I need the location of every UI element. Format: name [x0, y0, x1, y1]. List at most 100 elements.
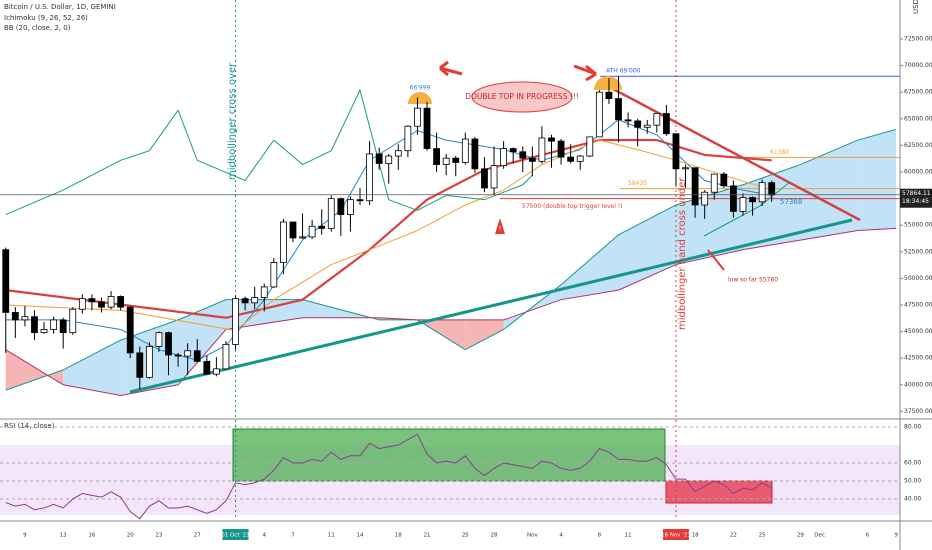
cloud-segment [178, 299, 226, 385]
x-tick-label: 8 [598, 533, 602, 539]
candle-body [490, 165, 498, 189]
wedge [703, 181, 791, 237]
low-label: low so far 55760 [728, 277, 778, 284]
x-tick-label: 16 Nov '21 [661, 533, 691, 539]
candle-body [212, 368, 220, 375]
candle-body [442, 157, 450, 165]
candle-body [394, 150, 402, 157]
candle-body [720, 173, 728, 187]
top-marker [594, 76, 622, 90]
x-tick-label: 25 [462, 533, 469, 539]
candle-body [433, 148, 440, 165]
arrow [573, 64, 597, 82]
candle-body [270, 262, 278, 288]
indicator-label: Ichimoku (9, 26, 52, 26) [4, 14, 88, 22]
rsi-bear-zone [665, 480, 773, 504]
y-tick-label: 47500.00 [904, 302, 932, 309]
candle-body [682, 167, 689, 170]
candle-body [567, 156, 575, 162]
x-tick-label: 01 Oct '21 [221, 533, 250, 539]
candle-body [452, 157, 460, 163]
cloud-segment [465, 319, 504, 350]
price-badge [900, 188, 932, 208]
x-tick-label: 11 [625, 533, 632, 539]
candle-body [280, 221, 287, 263]
x-tick-label: 7 [291, 533, 295, 539]
y-tick-label: 37500.00 [904, 408, 932, 415]
candle-body [232, 298, 239, 345]
candle-body [145, 346, 153, 378]
indicator-line [5, 88, 533, 216]
x-tick-label: Dec [814, 533, 825, 539]
y-tick-label: 55000.00 [904, 222, 932, 229]
rsi-tick-label: 50.00 [904, 477, 921, 484]
cloud-segment [800, 140, 858, 241]
candle-body [739, 197, 747, 212]
x-tick-label: 4 [559, 533, 563, 539]
y-tick-label: 72500.00 [904, 35, 932, 42]
cloud-segment [63, 340, 121, 396]
candle-body [40, 329, 48, 334]
candle-body [78, 298, 86, 310]
x-tick-label: 16 [88, 533, 95, 539]
candle-body [337, 198, 345, 215]
x-tick-label: 27 [194, 533, 201, 539]
top-marker [408, 92, 432, 104]
candle-body [691, 167, 699, 206]
candle-body [672, 133, 680, 170]
x-tick-label: 29 [797, 533, 804, 539]
candle-body [251, 297, 259, 304]
cloud-segment [618, 204, 676, 291]
rsi-bull-zone [232, 428, 666, 482]
candle-body [461, 138, 469, 163]
y-tick-label: 42500.00 [904, 355, 932, 362]
candle-body [749, 197, 756, 203]
candle-body [500, 148, 508, 167]
callout [471, 81, 573, 113]
indicator-label: BB (20, close, 2, 0) [4, 24, 71, 32]
candle-body [385, 155, 393, 164]
x-tick-label: 11 [328, 533, 335, 539]
candle-body [366, 153, 373, 202]
vertical-note: midbollinger cross over [227, 62, 238, 180]
candle-body [241, 298, 249, 304]
candle-body [481, 168, 488, 189]
y-tick-label: 60000.00 [904, 168, 932, 175]
candle-body [615, 98, 622, 121]
candle-body [117, 296, 125, 308]
candle-body [356, 199, 364, 202]
rsi-title: RSI (14, close) [4, 422, 55, 430]
arrow [707, 249, 725, 271]
clock: 18:34:45 [902, 198, 929, 205]
rsi-tick-label: 40.00 [904, 495, 921, 502]
candle-body [88, 298, 96, 303]
candle-body [662, 113, 670, 135]
x-tick-label: 14 [357, 533, 364, 539]
candle-body [576, 155, 584, 162]
y-tick-label: 50000.00 [904, 275, 932, 282]
candle-body [31, 316, 38, 334]
candle-body [50, 319, 58, 330]
candle-body [260, 286, 268, 298]
level-label: 57500 (double top trigger level !) [522, 203, 623, 210]
cloud-line [5, 227, 897, 396]
candle-body [98, 301, 105, 308]
x-tick-label: Nov [527, 533, 538, 539]
indicator-line [5, 139, 772, 332]
x-tick-label: 6 [866, 533, 870, 539]
support-label: 57368 [780, 198, 802, 206]
candle-body [768, 182, 776, 196]
candle-body [59, 319, 67, 334]
candle-body [471, 138, 479, 170]
candle-body [203, 360, 211, 375]
candle-body [222, 343, 230, 370]
candle-body [174, 354, 182, 357]
x-tick-label: 21 [424, 533, 431, 539]
candle-body [155, 332, 163, 347]
candle-body [423, 107, 431, 149]
candle-body [289, 221, 297, 239]
level-label: 61380 [770, 149, 789, 156]
y-tick-label: 70000.00 [904, 62, 932, 69]
y-tick-label: 67500.00 [904, 89, 932, 96]
cloud-segment [561, 234, 619, 300]
